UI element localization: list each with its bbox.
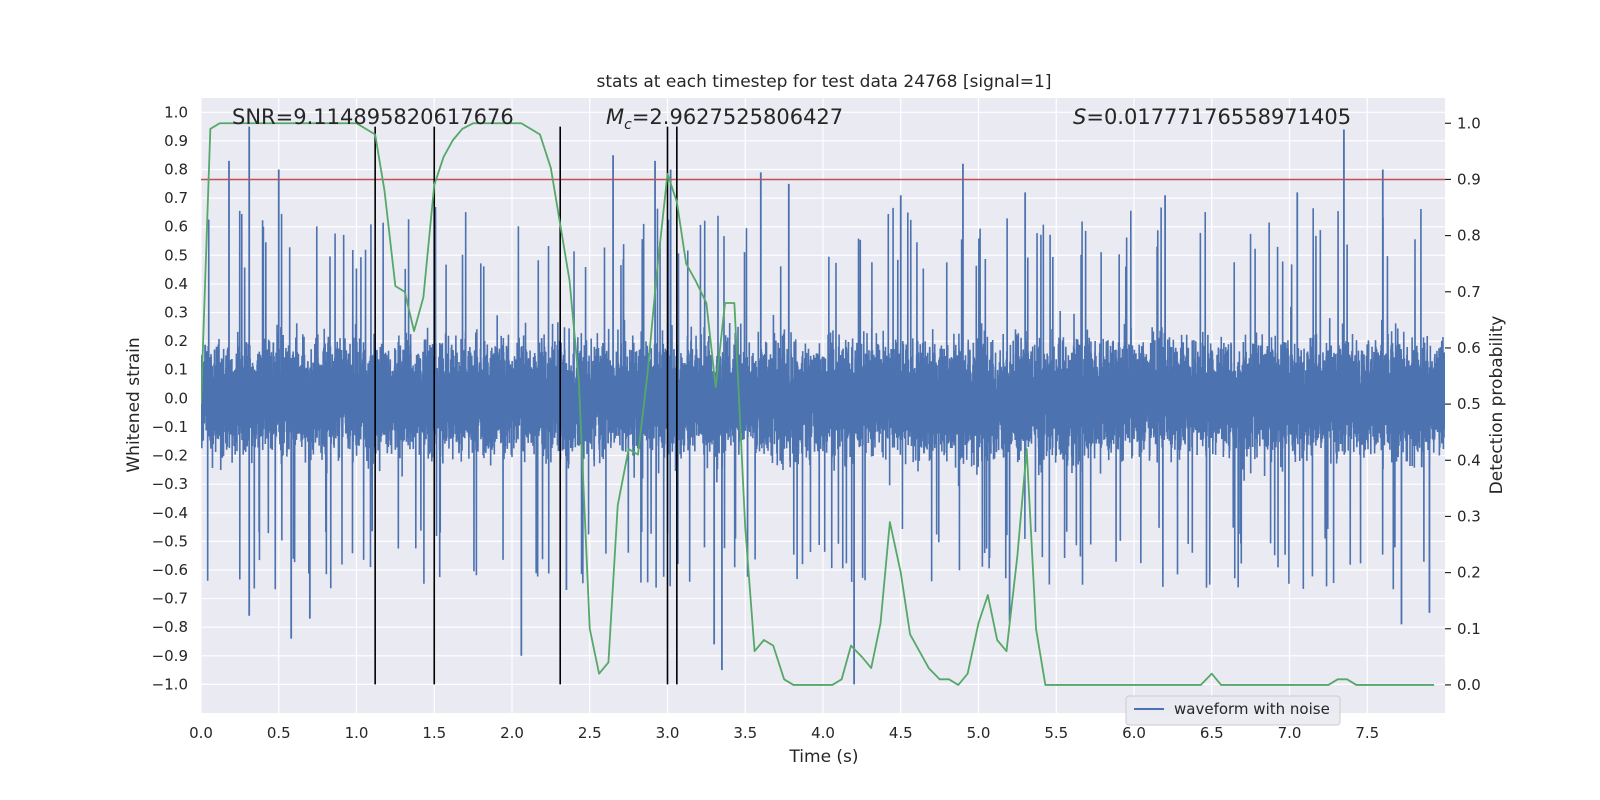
y-tick-label: 0.3 <box>164 304 188 322</box>
s-value: =0.01777176558971405 <box>1086 105 1351 129</box>
chirp-mass-annotation: Mc=2.9627525806427 <box>606 105 843 133</box>
y2-tick-label: 0.7 <box>1457 283 1481 301</box>
y-tick-label: 0.9 <box>164 132 188 150</box>
x-tick-label: 7.5 <box>1355 724 1379 742</box>
x-tick-label: 0.5 <box>267 724 291 742</box>
y-axis-label: Whitened strain <box>124 337 144 472</box>
y2-tick-label: 0.5 <box>1457 395 1481 413</box>
overlay-lines <box>201 122 1445 686</box>
y-tick-label: −0.2 <box>152 447 188 465</box>
y2-tick-label: 1.0 <box>1457 114 1481 132</box>
waveform-line <box>201 207 1445 590</box>
axes: 0.0 0.5 1.0 1.5 2.0 2.5 3.0 3.5 4.0 4.5 5.0 5.5 6.0 6… <box>152 103 1481 742</box>
x-tick-label: 1.0 <box>345 724 369 742</box>
x-tick-label: 5.5 <box>1044 724 1068 742</box>
chirp-mass-value: =2.9627525806427 <box>632 105 843 129</box>
y2-tick-label: 0.4 <box>1457 451 1481 469</box>
x-tick-label: 2.0 <box>500 724 524 742</box>
chirp-mass-subscript: c <box>624 117 632 133</box>
x-tick-label: 3.0 <box>656 724 680 742</box>
snr-annotation: SNR=9.114895820617676 <box>232 105 514 129</box>
y-tick-label: 0.8 <box>164 161 188 179</box>
s-symbol: S <box>1073 105 1086 129</box>
chart-title: stats at each timestep for test data 247… <box>597 72 1052 92</box>
x-axis-label: Time (s) <box>788 747 858 767</box>
y2-tick-label: 0.8 <box>1457 227 1481 245</box>
x-tick-label: 4.5 <box>889 724 913 742</box>
x-tick-label: 2.5 <box>578 724 602 742</box>
y2-tick-label: 0.2 <box>1457 564 1481 582</box>
y-tick-label: −0.3 <box>152 475 188 493</box>
y-tick-label: −0.1 <box>152 418 188 436</box>
y2-axis-label: Detection probability <box>1487 316 1507 495</box>
y-tick-label: 0.4 <box>164 275 188 293</box>
y-tick-label: 0.5 <box>164 246 188 264</box>
y-tick-label: 0.0 <box>164 389 188 407</box>
s-annotation: S=0.01777176558971405 <box>1073 105 1351 129</box>
y-tick-label: 0.2 <box>164 332 188 350</box>
legend-box <box>1125 695 1341 726</box>
waveform-series <box>201 126 1445 685</box>
x-tick-label: 6.0 <box>1122 724 1146 742</box>
y2-tick-label: 0.9 <box>1457 170 1481 188</box>
y2-tick-label: 0.3 <box>1457 507 1481 525</box>
y-tick-label: −0.6 <box>152 561 188 579</box>
x-tick-label: 5.0 <box>967 724 991 742</box>
y2-tick-label: 0.0 <box>1457 676 1481 694</box>
y-tick-label: −0.7 <box>152 590 188 608</box>
legend-label-waveform: waveform with noise <box>1174 700 1330 718</box>
x-tick-label: 6.5 <box>1200 724 1224 742</box>
x-tick-label: 0.0 <box>189 724 213 742</box>
y-tick-label: 0.7 <box>164 189 188 207</box>
y-tick-label: −1.0 <box>152 675 188 693</box>
y-tick-label: −0.8 <box>152 618 188 636</box>
x-tick-label: 7.0 <box>1278 724 1302 742</box>
y-tick-label: 0.1 <box>164 361 188 379</box>
x-tick-label: 1.5 <box>422 724 446 742</box>
x-tick-label: 4.0 <box>811 724 835 742</box>
y-tick-label: 0.6 <box>164 218 188 236</box>
chirp-mass-symbol: M <box>606 105 624 129</box>
legend: waveform with noise <box>1125 695 1341 726</box>
detection-probability-line <box>201 122 1435 686</box>
y2-tick-label: 0.1 <box>1457 620 1481 638</box>
y-tick-label: 1.0 <box>164 103 188 121</box>
y-tick-label: −0.9 <box>152 647 188 665</box>
y-tick-label: −0.5 <box>152 532 188 550</box>
x-tick-label: 3.5 <box>733 724 757 742</box>
y2-tick-label: 0.6 <box>1457 339 1481 357</box>
y-tick-label: −0.4 <box>152 504 188 522</box>
